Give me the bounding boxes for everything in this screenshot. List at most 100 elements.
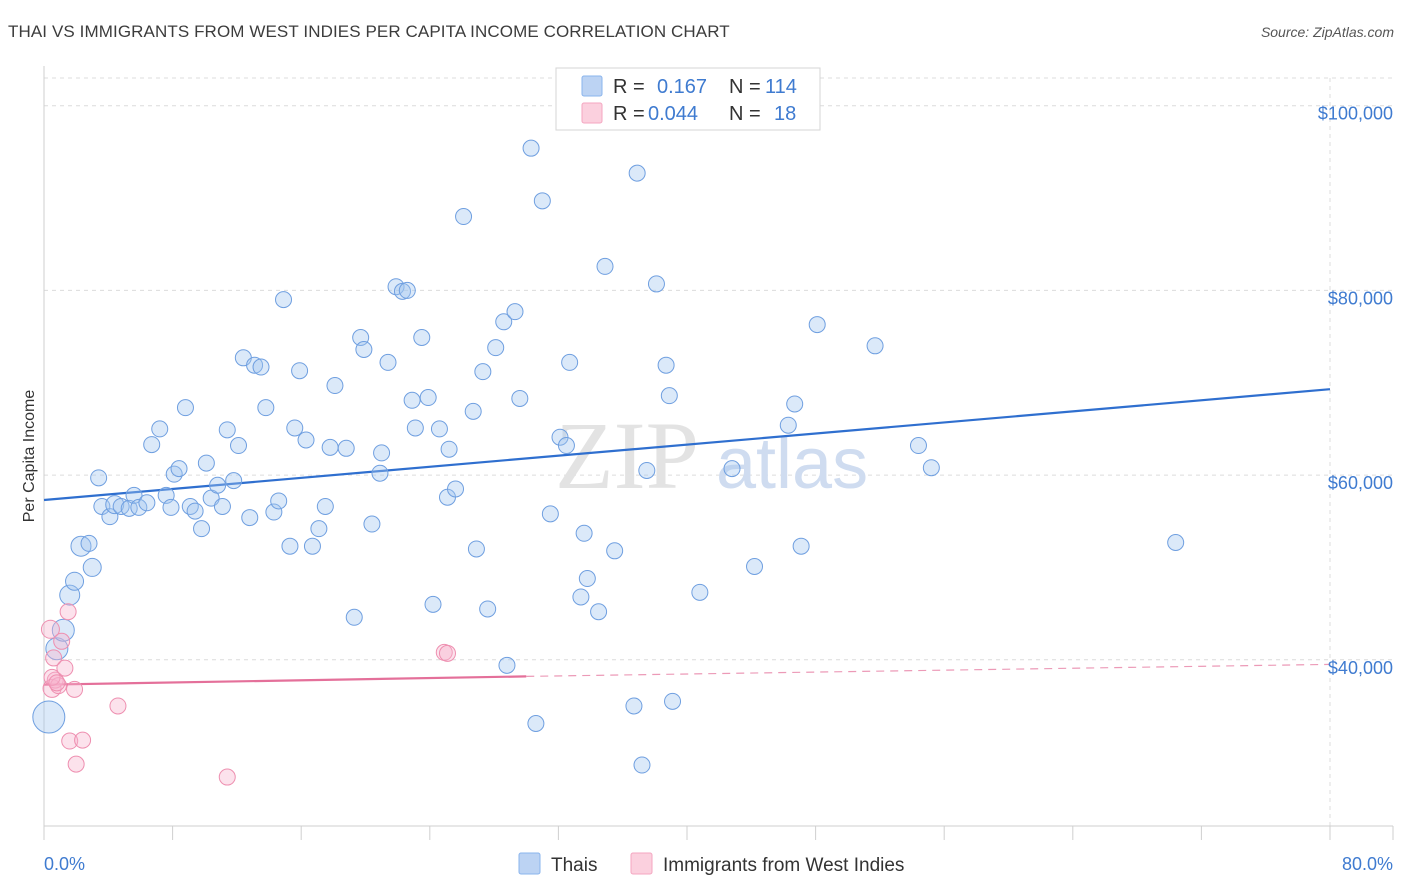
thais-point-81 — [522, 139, 540, 157]
thais-point-67 — [430, 420, 448, 438]
thais-point-4 — [65, 571, 85, 591]
thais-point-104 — [746, 558, 764, 576]
thais-point-23 — [176, 399, 194, 417]
y-axis-label: Per Capita Income — [21, 390, 38, 523]
legend-n-value-thais: 114 — [765, 76, 797, 98]
x-tick-label-max: 80.0% — [1342, 854, 1393, 874]
thais-point-30 — [213, 497, 231, 515]
legend-n-label-thais: N = — [729, 76, 761, 98]
thais-point-105 — [779, 416, 797, 434]
thais-point-43 — [286, 419, 304, 437]
thais-point-60 — [393, 282, 411, 300]
west-indies-point-15 — [438, 644, 456, 662]
west-indies-point-0 — [40, 619, 60, 639]
thais-point-88 — [572, 588, 590, 606]
thais-point-70 — [447, 480, 465, 498]
thais-point-93 — [606, 542, 624, 560]
thais-point-65 — [419, 389, 437, 407]
thais-point-103 — [723, 460, 741, 478]
legend-n-value-west-indies: 18 — [774, 103, 796, 125]
west-indies-point-10 — [67, 755, 85, 773]
west-indies-point-6 — [56, 659, 74, 677]
west-indies-point-13 — [218, 768, 236, 786]
thais-point-64 — [413, 328, 431, 346]
thais-point-39 — [265, 503, 283, 521]
thais-point-76 — [487, 339, 505, 357]
legend-n-label-west-indies: N = — [729, 103, 761, 125]
thais-point-8 — [90, 469, 108, 487]
thais-point-55 — [363, 515, 381, 533]
legend-r-value-west-indies: 0.044 — [648, 103, 698, 125]
west-indies-trend-line — [43, 675, 527, 686]
thais-point-21 — [165, 465, 183, 483]
thais-point-94 — [625, 697, 643, 715]
thais-point-78 — [498, 656, 516, 674]
thais-point-31 — [218, 421, 236, 439]
y-tick-label-2: $80,000 — [1328, 288, 1393, 308]
thais-point-72 — [464, 402, 482, 420]
thais-point-69 — [440, 440, 458, 458]
thais-point-74 — [474, 363, 492, 381]
bottom-legend: Thais Immigrants from West Indies — [518, 852, 904, 876]
thais-point-83 — [533, 192, 551, 210]
thais-point-63 — [406, 419, 424, 437]
thais-point-101 — [664, 692, 682, 710]
legend-swatch-thais — [581, 75, 603, 97]
west-indies-trend-extension — [526, 663, 1331, 677]
west-indies-point-16 — [43, 668, 61, 686]
y-tick-labels: $40,000 $60,000 $80,000 $100,000 — [1318, 104, 1393, 678]
thais-point-90 — [578, 570, 596, 588]
thais-point-89 — [575, 524, 593, 542]
thais-point-16 — [138, 494, 156, 512]
y-tick-label-0: $40,000 — [1328, 658, 1393, 678]
thais-point-27 — [197, 454, 215, 472]
thais-point-32 — [225, 472, 243, 490]
watermark: ZIP atlas — [555, 402, 868, 509]
west-indies-point-2 — [45, 649, 63, 667]
west-indies-point-5 — [53, 632, 71, 650]
thais-point-54 — [355, 340, 373, 358]
thais-point-98 — [647, 275, 665, 293]
thais-point-11 — [105, 495, 125, 515]
thais-point-47 — [310, 520, 328, 538]
thais-point-79 — [506, 303, 524, 321]
thais-point-73 — [467, 540, 485, 558]
thais-point-13 — [120, 499, 138, 517]
thais-point-66 — [424, 595, 442, 613]
thais-point-15 — [130, 498, 148, 516]
thais-point-46 — [303, 537, 321, 555]
thais-point-96 — [633, 756, 651, 774]
thais-point-35 — [241, 509, 259, 527]
thais-point-51 — [337, 439, 355, 457]
thais-point-37 — [252, 358, 270, 376]
thais-point-29 — [209, 476, 227, 494]
bottom-legend-label-thais: Thais — [551, 855, 597, 876]
thais-point-77 — [495, 313, 513, 331]
thais-point-109 — [866, 337, 884, 355]
thais-point-110 — [909, 437, 927, 455]
thais-point-17 — [143, 436, 161, 454]
west-indies-point-11 — [74, 731, 92, 749]
legend-swatch-west-indies — [581, 102, 603, 124]
thais-point-25 — [186, 502, 204, 520]
thais-point-84 — [541, 505, 559, 523]
thais-point-97 — [638, 461, 656, 479]
thais-point-22 — [170, 460, 188, 478]
thais-point-10 — [101, 508, 119, 526]
chart-title: THAI VS IMMIGRANTS FROM WEST INDIES PER … — [8, 22, 730, 41]
chart-source: Source: ZipAtlas.com — [1260, 24, 1394, 40]
west-indies-point-12 — [109, 697, 127, 715]
thais-point-33 — [230, 437, 248, 455]
legend-r-value-thais: 0.167 — [657, 76, 707, 98]
thais-point-36 — [246, 356, 264, 374]
thais-point-107 — [792, 537, 810, 555]
x-tick-label-min: 0.0% — [44, 854, 85, 874]
thais-point-87 — [561, 353, 579, 371]
thais-point-100 — [660, 387, 678, 405]
bottom-legend-swatch-thais — [518, 852, 541, 875]
thais-point-18 — [151, 420, 169, 438]
thais-point-112 — [1167, 533, 1185, 551]
x-tick-labels: 0.0% 80.0% — [44, 854, 1393, 874]
bottom-legend-swatch-west-indies — [630, 852, 653, 875]
watermark-zip: ZIP — [555, 402, 699, 509]
